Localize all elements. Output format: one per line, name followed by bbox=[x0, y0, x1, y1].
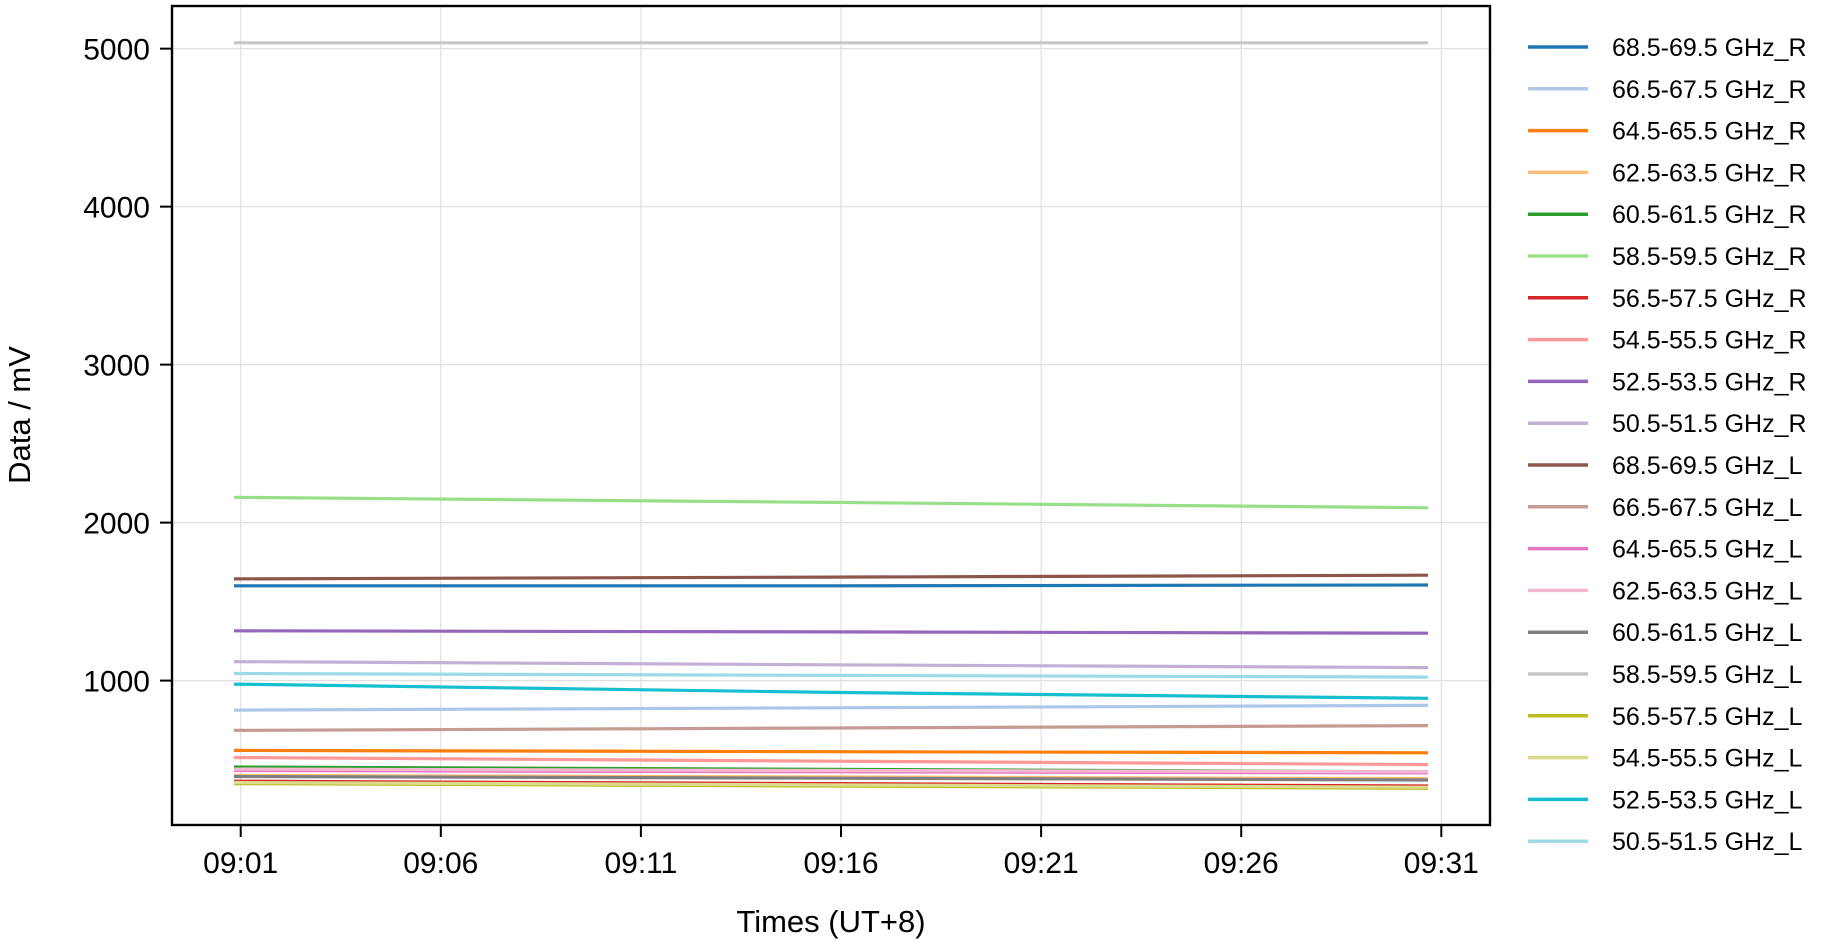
legend-label: 54.5-55.5 GHz_L bbox=[1612, 745, 1802, 773]
series-line bbox=[233, 659, 1429, 670]
series-line bbox=[233, 767, 1429, 774]
series-line bbox=[234, 583, 1429, 588]
series-line bbox=[233, 682, 1429, 700]
legend-label: 58.5-59.5 GHz_R bbox=[1612, 243, 1807, 271]
legend-label: 50.5-51.5 GHz_L bbox=[1612, 828, 1802, 856]
x-tick-label: 09:21 bbox=[1004, 847, 1079, 880]
x-axis-label: Times (UT+8) bbox=[736, 904, 925, 939]
series-line bbox=[233, 723, 1429, 733]
legend-label: 62.5-63.5 GHz_R bbox=[1612, 159, 1807, 187]
series-line bbox=[233, 495, 1429, 510]
legend-label: 64.5-65.5 GHz_L bbox=[1612, 536, 1802, 564]
x-tick-label: 09:31 bbox=[1404, 847, 1479, 880]
series-line bbox=[233, 748, 1429, 755]
axis-ticks: 09:01 09:06 09:11 09:16 09:21 09:26 09:31 1000 2… bbox=[83, 34, 1479, 880]
x-tick-label: 09:01 bbox=[203, 847, 278, 880]
legend-label: 62.5-63.5 GHz_L bbox=[1612, 577, 1802, 605]
legend-label: 66.5-67.5 GHz_R bbox=[1612, 76, 1807, 104]
y-axis-label: Data / mV bbox=[2, 346, 37, 484]
legend-label: 54.5-55.5 GHz_R bbox=[1612, 327, 1807, 355]
x-tick-label: 09:11 bbox=[604, 847, 677, 880]
legend-label: 50.5-51.5 GHz_R bbox=[1612, 410, 1807, 438]
legend-label: 68.5-69.5 GHz_R bbox=[1612, 34, 1807, 62]
legend-label: 52.5-53.5 GHz_R bbox=[1612, 368, 1807, 396]
legend-label: 56.5-57.5 GHz_L bbox=[1612, 703, 1802, 731]
legend-label: 60.5-61.5 GHz_R bbox=[1612, 201, 1807, 229]
legend-label: 66.5-67.5 GHz_L bbox=[1612, 494, 1802, 522]
y-tick-label: 1000 bbox=[83, 666, 150, 699]
x-tick-label: 09:16 bbox=[803, 847, 878, 880]
series-line bbox=[233, 629, 1429, 635]
legend-label: 60.5-61.5 GHz_L bbox=[1612, 619, 1802, 647]
y-tick-label: 5000 bbox=[83, 34, 150, 67]
series-line bbox=[233, 755, 1429, 767]
legend-label: 58.5-59.5 GHz_L bbox=[1612, 661, 1802, 689]
series-line bbox=[233, 671, 1429, 679]
y-tick-label: 3000 bbox=[83, 350, 150, 383]
plot-frame bbox=[170, 4, 1492, 827]
series-line bbox=[233, 573, 1429, 581]
legend: 68.5-69.5 GHz_R 66.5-67.5 GHz_R 64.5-65.5 … bbox=[1528, 34, 1807, 856]
x-tick-label: 09:06 bbox=[403, 847, 478, 880]
x-tick-label: 09:26 bbox=[1204, 847, 1279, 880]
y-tick-label: 4000 bbox=[83, 192, 150, 225]
series-line bbox=[233, 703, 1429, 712]
series-lines bbox=[233, 41, 1429, 790]
legend-label: 52.5-53.5 GHz_L bbox=[1612, 786, 1802, 814]
legend-label: 64.5-65.5 GHz_R bbox=[1612, 118, 1807, 146]
series-line bbox=[233, 774, 1429, 782]
series-line bbox=[233, 780, 1429, 789]
legend-label: 56.5-57.5 GHz_R bbox=[1612, 285, 1807, 313]
grid bbox=[172, 6, 1490, 825]
legend-label: 68.5-69.5 GHz_L bbox=[1612, 452, 1802, 480]
y-tick-label: 2000 bbox=[83, 508, 150, 541]
